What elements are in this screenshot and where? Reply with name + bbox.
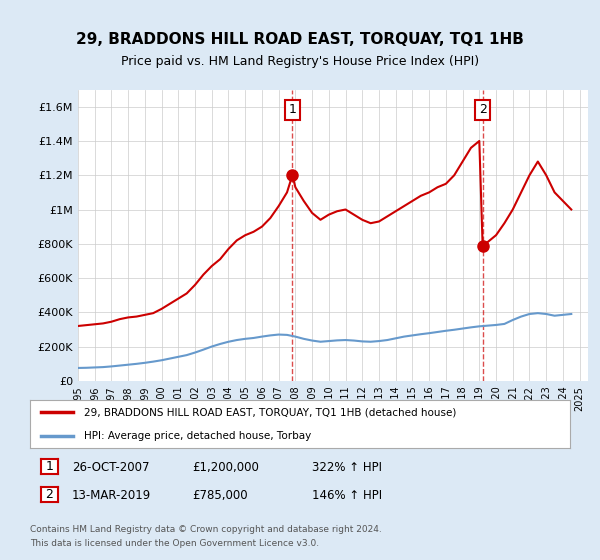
- Text: HPI: Average price, detached house, Torbay: HPI: Average price, detached house, Torb…: [84, 431, 311, 441]
- Text: 322% ↑ HPI: 322% ↑ HPI: [312, 461, 382, 474]
- Text: Price paid vs. HM Land Registry's House Price Index (HPI): Price paid vs. HM Land Registry's House …: [121, 55, 479, 68]
- Text: 2: 2: [479, 104, 487, 116]
- Text: 146% ↑ HPI: 146% ↑ HPI: [312, 489, 382, 502]
- Text: Contains HM Land Registry data © Crown copyright and database right 2024.: Contains HM Land Registry data © Crown c…: [30, 525, 382, 534]
- Text: This data is licensed under the Open Government Licence v3.0.: This data is licensed under the Open Gov…: [30, 539, 319, 548]
- Text: 2: 2: [45, 488, 53, 501]
- Text: 13-MAR-2019: 13-MAR-2019: [72, 489, 151, 502]
- Text: 1: 1: [289, 104, 296, 116]
- Text: 29, BRADDONS HILL ROAD EAST, TORQUAY, TQ1 1HB: 29, BRADDONS HILL ROAD EAST, TORQUAY, TQ…: [76, 32, 524, 46]
- Text: £785,000: £785,000: [192, 489, 248, 502]
- Text: 1: 1: [45, 460, 53, 473]
- Text: £1,200,000: £1,200,000: [192, 461, 259, 474]
- Text: 26-OCT-2007: 26-OCT-2007: [72, 461, 149, 474]
- Text: 29, BRADDONS HILL ROAD EAST, TORQUAY, TQ1 1HB (detached house): 29, BRADDONS HILL ROAD EAST, TORQUAY, TQ…: [84, 407, 457, 417]
